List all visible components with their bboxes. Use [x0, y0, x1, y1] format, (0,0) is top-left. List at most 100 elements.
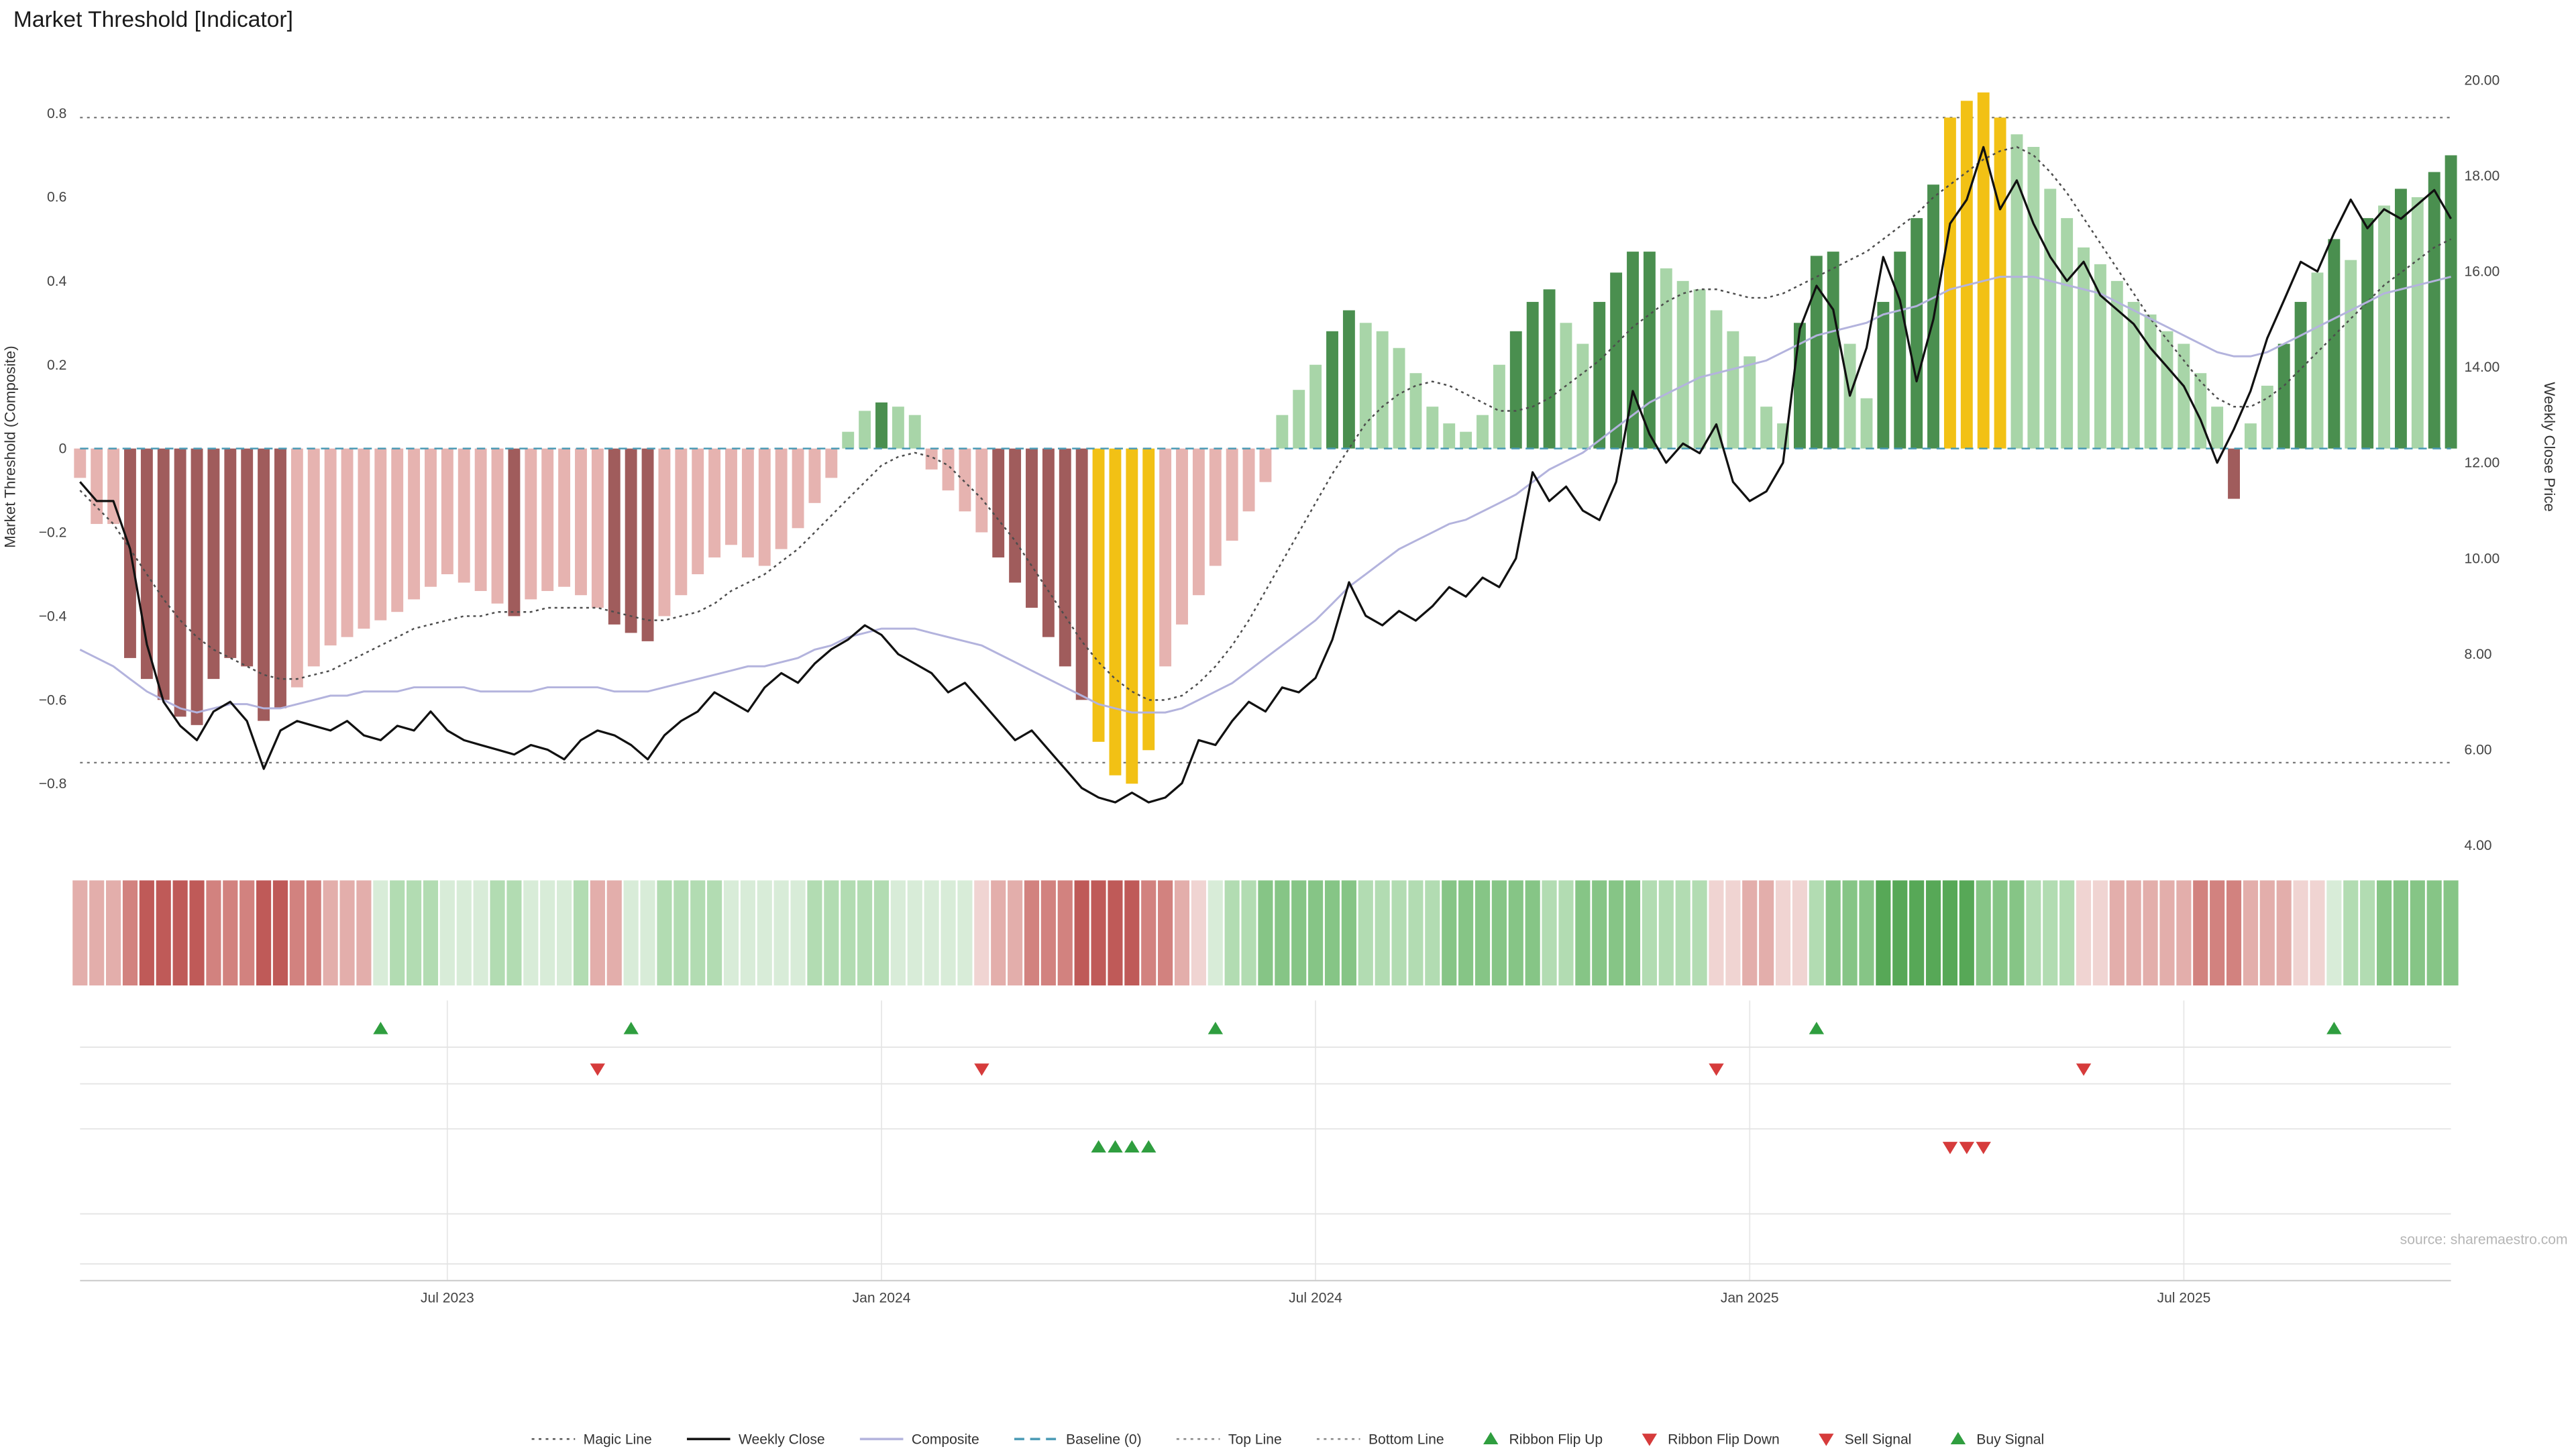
ribbon-band	[1508, 880, 1523, 985]
threshold-bar	[1543, 289, 1556, 449]
threshold-bar	[2178, 343, 2190, 449]
threshold-bar	[2244, 423, 2257, 449]
ribbon-band	[1892, 880, 1908, 985]
ribbon-band	[1575, 880, 1591, 985]
ribbon-band	[1675, 880, 1690, 985]
threshold-bar	[1242, 448, 1255, 512]
ribbon-band	[991, 880, 1006, 985]
ribbon-band	[2143, 880, 2158, 985]
threshold-bar	[2127, 302, 2140, 449]
x-tick-label: Jul 2025	[2157, 1290, 2211, 1305]
threshold-bar	[1710, 310, 1723, 449]
threshold-bar	[1293, 390, 1305, 449]
threshold-bar	[191, 448, 203, 725]
threshold-bar	[1693, 289, 1706, 449]
threshold-bar	[908, 415, 921, 449]
left-tick-label: 0.2	[47, 358, 66, 373]
threshold-bar	[2027, 146, 2040, 449]
magic-line	[79, 146, 2452, 701]
threshold-bar	[2294, 302, 2307, 449]
threshold-bar	[1126, 448, 1138, 784]
legend-triangle-up-icon	[1950, 1432, 1966, 1445]
ribbon-band	[1458, 880, 1474, 985]
ribbon-band	[1792, 880, 1807, 985]
threshold-bar	[1009, 448, 1022, 583]
threshold-bar	[391, 448, 404, 612]
ribbon-band	[1174, 880, 1190, 985]
threshold-bar	[842, 431, 855, 449]
ribbon-band	[2376, 880, 2392, 985]
right-tick-label: 18.00	[2464, 168, 2500, 184]
threshold-bar	[91, 448, 103, 525]
threshold-bar	[1894, 252, 1907, 449]
ribbon-band	[907, 880, 922, 985]
buy-signal-icon	[1124, 1140, 1140, 1153]
ribbon-band	[2176, 880, 2192, 985]
threshold-bar	[959, 448, 971, 512]
threshold-bar	[2110, 280, 2123, 449]
right-tick-label: 16.00	[2464, 264, 2500, 280]
threshold-bar	[1393, 347, 1405, 449]
ribbon-band	[1024, 880, 1040, 985]
threshold-bar	[942, 448, 955, 491]
source-credit: source: sharemaestro.com	[2400, 1232, 2568, 1247]
threshold-bar	[1860, 398, 1873, 449]
ribbon-band	[2126, 880, 2141, 985]
threshold-bar	[1576, 343, 1589, 449]
threshold-bar	[307, 448, 320, 667]
ribbon-band	[1491, 880, 1507, 985]
threshold-bar	[1727, 331, 1739, 449]
ribbon-band	[172, 880, 188, 985]
ribbon-band	[723, 880, 739, 985]
threshold-bar	[441, 448, 453, 574]
ribbon-band	[323, 880, 338, 985]
threshold-bar	[2061, 218, 2074, 449]
sell-signal-icon	[1976, 1142, 1991, 1155]
threshold-bar	[1977, 92, 1990, 449]
ribbon-strip	[72, 880, 2459, 985]
ribbon-band	[1859, 880, 1874, 985]
ribbon-band	[957, 880, 973, 985]
threshold-bar	[408, 448, 421, 600]
ribbon-band	[2360, 880, 2375, 985]
threshold-bar	[1309, 364, 1322, 449]
signal-lane-grid	[80, 1000, 2451, 1282]
ribbon-band	[1291, 880, 1307, 985]
ribbon-band	[824, 880, 839, 985]
ribbon-band	[2393, 880, 2408, 985]
threshold-bar	[1477, 415, 1489, 449]
ribbon-band	[189, 880, 205, 985]
ribbon-band	[339, 880, 355, 985]
sell-signal-icon	[1942, 1142, 1958, 1155]
ribbon-band	[1692, 880, 1707, 985]
threshold-bar	[2161, 331, 2174, 449]
legend-item: Buy Signal	[1950, 1432, 2044, 1448]
threshold-bar	[2328, 239, 2341, 449]
ribbon-band	[1091, 880, 1106, 985]
ribbon-band	[757, 880, 772, 985]
ribbon-band	[473, 880, 488, 985]
ribbon-band	[1375, 880, 1390, 985]
ribbon-band	[2226, 880, 2242, 985]
threshold-bar	[925, 448, 938, 470]
right-tick-label: 12.00	[2464, 455, 2500, 471]
threshold-bar	[1426, 407, 1439, 449]
ribbon-band	[2159, 880, 2175, 985]
ribbon-band	[1108, 880, 1123, 985]
ribbon-band	[1959, 880, 1974, 985]
ribbon-band	[139, 880, 154, 985]
threshold-bar	[2361, 218, 2374, 449]
threshold-bar	[741, 448, 754, 557]
ribbon-band	[289, 880, 305, 985]
ribbon-band	[1558, 880, 1574, 985]
ribbon-band	[657, 880, 672, 985]
ribbon-band	[2059, 880, 2075, 985]
right-axis-title: Weekly Close Price	[2541, 382, 2558, 511]
threshold-bars	[74, 92, 2457, 784]
ribbon-band	[1809, 880, 1824, 985]
legend-label: Ribbon Flip Up	[1509, 1432, 1603, 1448]
threshold-bar	[341, 448, 354, 637]
threshold-bar	[641, 448, 654, 641]
threshold-bar	[474, 448, 487, 591]
